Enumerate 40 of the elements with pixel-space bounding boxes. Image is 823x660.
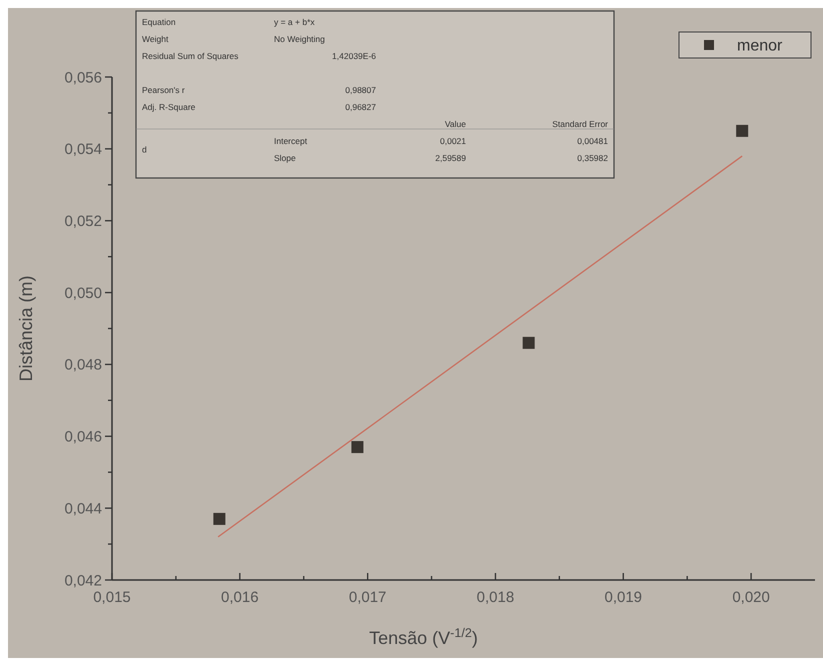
y-tick-label: 0,054 [64, 141, 102, 158]
text: Weight [142, 34, 168, 44]
text: Residual Sum of Squares [142, 51, 238, 61]
x-tick-label: 0,016 [221, 589, 259, 606]
x-tick-label: 0,015 [93, 589, 131, 606]
annotation: Value [444, 119, 466, 129]
y-tick-label: 0,052 [64, 212, 102, 230]
annotation: 0,00481 [577, 136, 608, 146]
annotation: Slope [274, 153, 296, 163]
x-tick-label: 0,017 [348, 589, 386, 606]
annotation: Standard Error [552, 119, 608, 129]
y-tick-label: 0,042 [64, 572, 102, 590]
annotation: 0,35982 [577, 153, 608, 163]
annotation: 0,0021 [440, 136, 466, 146]
text: No Weighting [274, 34, 325, 44]
y-tick-label: 0,044 [64, 500, 102, 518]
annotation: Adj. R-Square [142, 102, 196, 112]
point [522, 336, 535, 349]
text: Equation [142, 17, 176, 27]
y-tick-label: 0,048 [64, 356, 102, 374]
x-tick-label: 0,019 [604, 589, 642, 606]
y-axis-title: Distância (m) [16, 275, 36, 382]
point [736, 124, 748, 137]
x-tick-label: 0,018 [476, 589, 514, 606]
x-axis-title: Tensão (V$^{-1/2}$) [369, 626, 478, 648]
point [213, 512, 226, 525]
annotation: 2,59589 [435, 153, 466, 163]
point [351, 441, 364, 454]
annotation: 0,98807 [345, 85, 376, 95]
text: 1,42039E-6 [332, 51, 376, 61]
legend-label: menor [737, 38, 784, 55]
y-tick-label: 0,046 [64, 428, 102, 446]
annotation: d [142, 144, 147, 154]
y-tick-label: 0,056 [64, 69, 102, 86]
annotation: Pearson's r [142, 85, 185, 95]
annotation: 0,96827 [345, 102, 376, 112]
annotation: Intercept [274, 136, 308, 146]
y-tick-label: 0,050 [64, 284, 102, 302]
x-tick-label: 0,020 [732, 589, 770, 606]
text: y = a + b*x [274, 17, 315, 27]
